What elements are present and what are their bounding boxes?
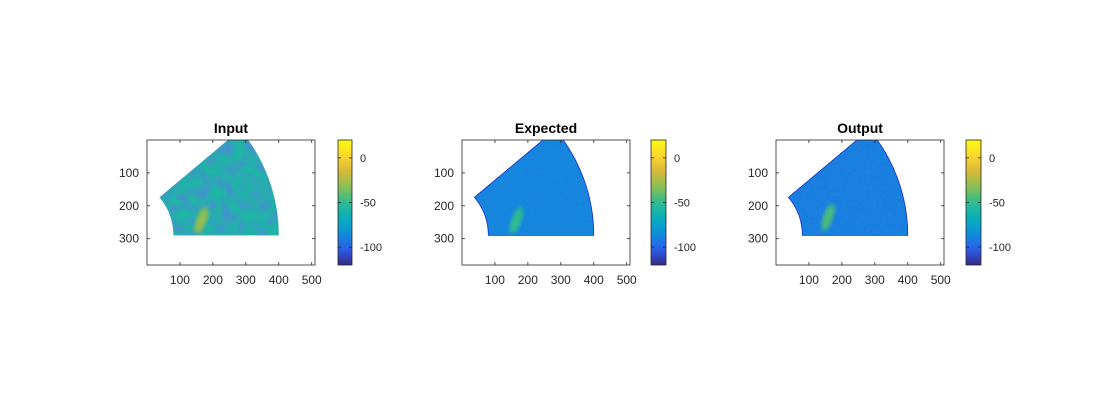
y-tick-label: 300 xyxy=(119,232,139,246)
colorbar-tick-label: -100 xyxy=(360,242,382,254)
sector-outline xyxy=(473,140,595,236)
axes-frame xyxy=(775,139,945,266)
x-tick-label: 200 xyxy=(518,273,538,287)
panel-title: Input xyxy=(214,120,249,136)
x-tick-label: 300 xyxy=(236,273,256,287)
colorbar-tick-label: 0 xyxy=(989,153,995,165)
colorbar-tick-label: -50 xyxy=(360,198,376,210)
colorbar-tick-label: -100 xyxy=(989,242,1011,254)
x-tick-label: 400 xyxy=(269,273,289,287)
y-tick-label: 300 xyxy=(748,232,768,246)
heatmap-blob xyxy=(194,207,209,234)
x-tick-label: 400 xyxy=(898,273,918,287)
y-tick-label: 100 xyxy=(119,166,139,180)
heatmap-image xyxy=(159,140,279,236)
panel-output: 100 200 300 400 500 100 200 300 Output 0 -50 -100 xyxy=(748,120,1011,287)
x-tick-label: 100 xyxy=(799,273,819,287)
colorbar-tick-label: -50 xyxy=(989,198,1005,210)
x-tick-label: 100 xyxy=(170,273,190,287)
panel-title: Expected xyxy=(515,120,577,136)
colorbar xyxy=(966,140,981,265)
x-tick-label: 200 xyxy=(832,273,852,287)
y-tick-label: 200 xyxy=(434,199,454,213)
x-tick-label: 100 xyxy=(485,273,505,287)
y-tick-label: 200 xyxy=(748,199,768,213)
y-tick-label: 300 xyxy=(434,232,454,246)
colorbar-tick-label: -50 xyxy=(674,198,690,210)
colorbar-tick-label: -100 xyxy=(674,242,696,254)
axes-frame xyxy=(146,139,316,266)
x-tick-label: 200 xyxy=(203,273,223,287)
colorbar xyxy=(651,140,666,265)
heatmap-texture xyxy=(474,140,594,236)
heatmap-blob xyxy=(509,207,524,234)
y-tick-label: 200 xyxy=(119,199,139,213)
heatmap-image xyxy=(787,140,909,236)
heatmap-image xyxy=(473,140,595,236)
colorbar-tick-label: 0 xyxy=(674,153,680,165)
panel-title: Output xyxy=(837,120,883,136)
colorbar-tick-label: 0 xyxy=(360,153,366,165)
x-tick-label: 300 xyxy=(551,273,571,287)
panel-expected: 100 200 300 400 500 100 200 300 Expected 0 -50 -100 xyxy=(434,120,696,287)
x-tick-label: 500 xyxy=(302,273,322,287)
sector-outline xyxy=(787,140,909,236)
x-tick-label: 300 xyxy=(865,273,885,287)
y-tick-label: 100 xyxy=(748,166,768,180)
x-tick-label: 400 xyxy=(584,273,604,287)
heatmap-texture xyxy=(159,140,279,236)
panel-input: 100 200 300 400 500 100 200 300 Input 0 -50 -100 xyxy=(119,120,382,287)
x-tick-label: 500 xyxy=(617,273,637,287)
axes-frame xyxy=(461,139,631,266)
x-tick-label: 500 xyxy=(931,273,951,287)
colorbar xyxy=(338,140,352,265)
heatmap-blob xyxy=(821,204,835,231)
heatmap-texture xyxy=(788,140,908,236)
y-tick-label: 100 xyxy=(434,166,454,180)
